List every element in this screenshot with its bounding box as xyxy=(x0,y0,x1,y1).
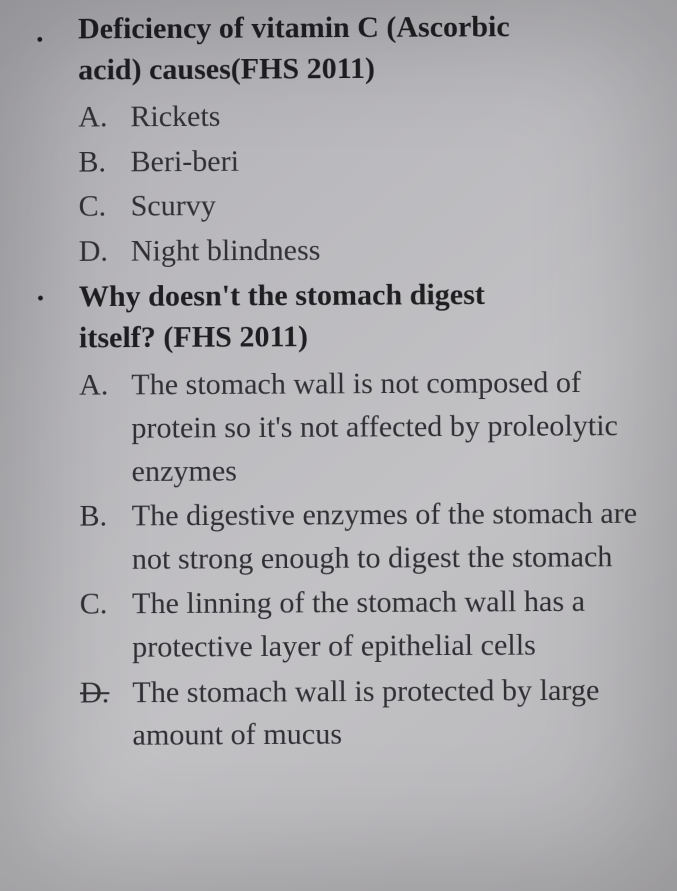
question-1-options: A. Rickets B. Beri-beri C. Scurvy D. Nig… xyxy=(30,93,661,273)
question-2-stem: Why doesn't the stomach digest itself? (… xyxy=(31,274,662,359)
q2-option-c: C. The linning of the stomach wall has a… xyxy=(80,580,665,669)
option-text: Beri-beri xyxy=(130,138,660,183)
q1-option-d: D. Night blindness xyxy=(79,228,661,274)
q2-option-a: A. The stomach wall is not composed of p… xyxy=(79,362,663,494)
option-text: Rickets xyxy=(130,93,660,138)
q2-stem-line1: Why doesn't the stomach digest xyxy=(79,278,485,313)
option-letter: B. xyxy=(78,141,112,184)
q2-option-d: D. The stomach wall is protected by larg… xyxy=(80,669,665,758)
q1-stem-line2: acid) causes(FHS 2011) xyxy=(78,51,375,86)
q1-option-b: B. Beri-beri xyxy=(78,138,660,184)
option-text: Night blindness xyxy=(131,228,661,274)
q2-stem-line2: itself? (FHS 2011) xyxy=(79,320,308,354)
option-letter: A. xyxy=(78,96,112,139)
q1-option-c: C. Scurvy xyxy=(79,183,661,229)
bullet-2: . xyxy=(37,274,45,308)
question-2-options: A. The stomach wall is not composed of p… xyxy=(31,362,665,758)
option-letter: D. xyxy=(79,230,113,273)
question-1: Deficiency of vitamin C (Ascorbic acid) … xyxy=(30,6,661,273)
option-text: The stomach wall is protected by large a… xyxy=(132,669,665,758)
bullet-1: . xyxy=(36,16,44,50)
page: . Deficiency of vitamin C (Ascorbic acid… xyxy=(30,6,665,758)
option-letter: B. xyxy=(79,495,113,581)
q1-stem-line1: Deficiency of vitamin C (Ascorbic xyxy=(78,10,510,45)
option-letter: D. xyxy=(80,671,114,757)
option-text: The digestive enzymes of the stomach are… xyxy=(132,492,664,581)
q2-option-b: B. The digestive enzymes of the stomach … xyxy=(79,492,663,581)
option-letter: C. xyxy=(79,186,113,229)
option-letter: C. xyxy=(80,583,114,669)
option-text: The linning of the stomach wall has a pr… xyxy=(132,580,664,669)
question-2: Why doesn't the stomach digest itself? (… xyxy=(31,274,665,758)
option-text: The stomach wall is not composed of prot… xyxy=(131,362,663,493)
q1-option-a: A. Rickets xyxy=(78,93,660,139)
option-letter: A. xyxy=(79,365,114,494)
question-1-stem: Deficiency of vitamin C (Ascorbic acid) … xyxy=(30,6,660,90)
option-text: Scurvy xyxy=(131,183,661,229)
